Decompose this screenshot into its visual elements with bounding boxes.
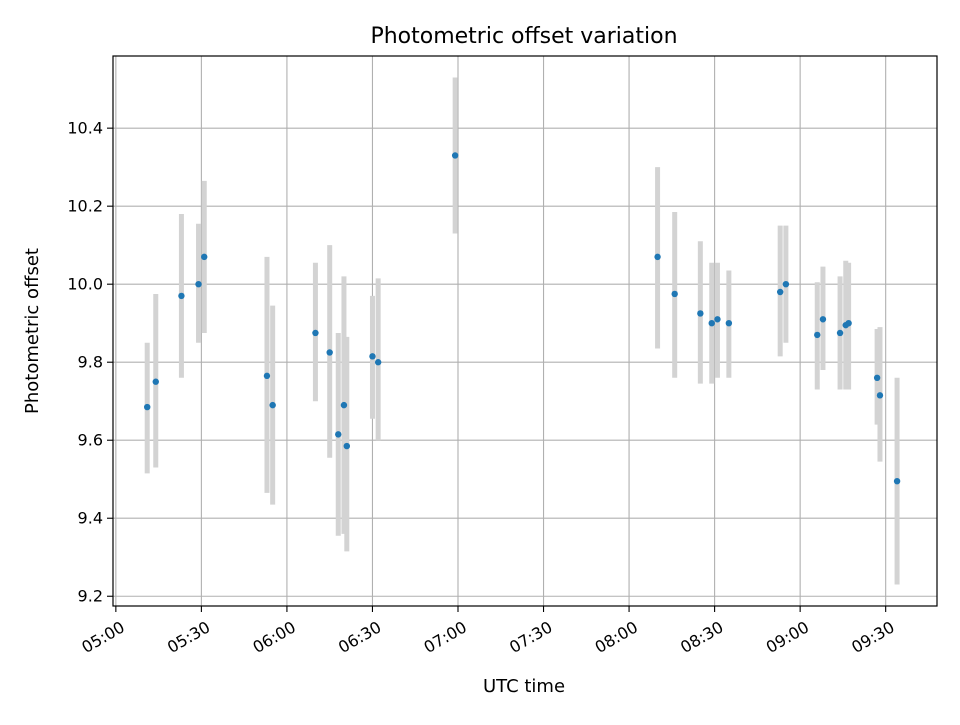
data-point [178,292,185,300]
data-point [845,319,852,327]
data-point [782,280,790,288]
data-point [876,392,884,399]
y-tick-label: 10.0 [67,275,103,294]
data-point [671,290,678,298]
data-point [697,310,704,317]
y-tick-label: 10.4 [67,119,103,138]
data-point [714,316,721,323]
plot-area-frame [112,55,938,607]
chart-title: Photometric offset variation [370,24,677,49]
y-axis-ticks: 9.2 9.4 9.6 9.8 10.0 10.2 10.4 [67,119,113,606]
y-tick-label: 9.2 [78,587,103,606]
data-point [776,288,784,296]
data-point [836,329,844,337]
data-point [369,353,376,360]
data-point [312,329,319,337]
data-point [814,331,821,339]
data-point [343,442,350,450]
data-point [340,401,348,409]
data-point [201,253,208,261]
y-tick-label: 9.6 [78,431,103,450]
data-point [263,372,271,380]
y-axis-label: Photometric offset [22,248,43,414]
data-point [335,431,342,438]
data-point [873,374,881,382]
data-point [144,403,151,411]
data-point [374,359,382,366]
data-point [152,378,159,385]
y-tick-label: 9.4 [78,509,103,528]
data-point [451,152,459,159]
grid [113,56,937,606]
data-points [144,152,901,485]
data-point [326,349,333,356]
data-point [819,316,827,323]
y-tick-label: 10.2 [67,197,103,216]
data-point [725,319,733,327]
y-tick-label: 9.8 [78,353,103,372]
data-point [195,280,202,288]
x-axis-label: UTC time [483,676,565,697]
data-point [708,319,715,327]
data-point [269,401,276,409]
data-point [893,477,901,485]
data-point [654,253,661,261]
